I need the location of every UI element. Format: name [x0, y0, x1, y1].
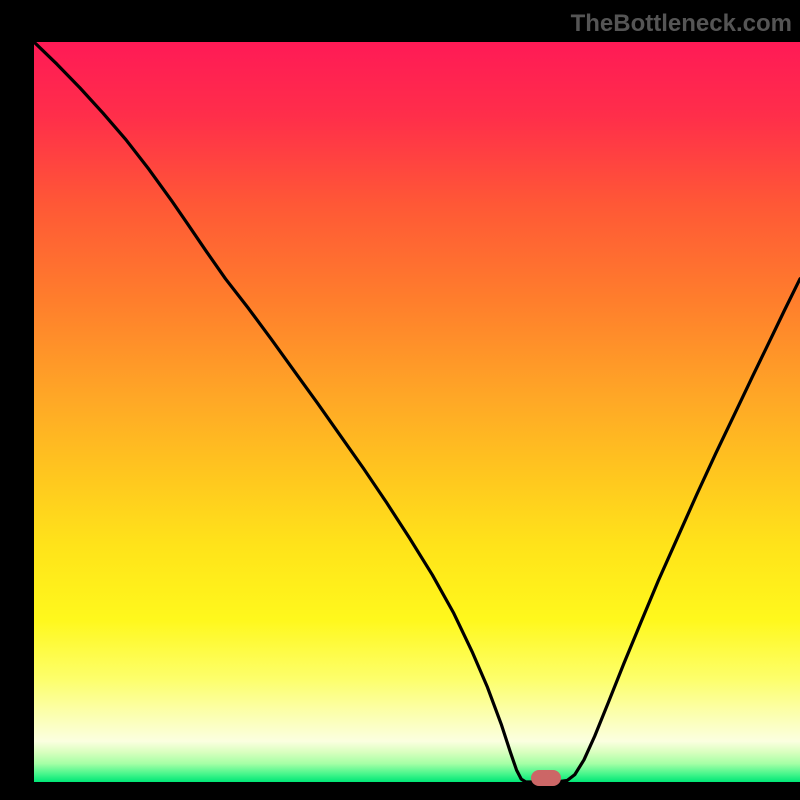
- plot-area: [34, 42, 800, 782]
- chart-frame: TheBottleneck.com: [0, 0, 800, 800]
- curve-layer: [34, 42, 800, 782]
- watermark-text: TheBottleneck.com: [571, 10, 792, 38]
- bottleneck-curve: [34, 42, 800, 782]
- optimum-marker: [531, 770, 561, 786]
